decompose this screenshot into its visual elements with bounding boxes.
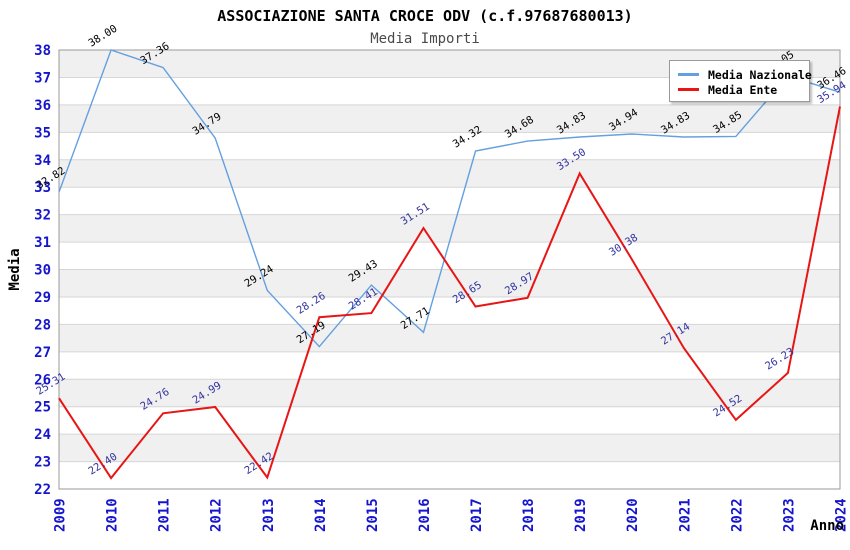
- grid-band: [59, 269, 840, 297]
- y-tick-label: 32: [34, 208, 51, 224]
- x-tick-label: 2021: [677, 498, 693, 532]
- y-tick-label: 27: [34, 345, 51, 361]
- x-tick-label: 2012: [209, 498, 225, 532]
- grid-band: [59, 324, 840, 352]
- x-tick-label: 2017: [469, 498, 485, 532]
- y-tick-label: 38: [34, 43, 51, 59]
- x-tick-label: 2009: [53, 498, 69, 532]
- y-tick-label: 30: [34, 263, 51, 279]
- grid-band: [59, 159, 840, 188]
- legend-label-nazionale: Media Nazionale: [708, 67, 812, 82]
- x-tick-label: 2018: [521, 498, 537, 532]
- y-tick-label: 34: [34, 153, 51, 169]
- series-line-nazionale: [58, 49, 841, 348]
- y-tick-label: 36: [34, 98, 51, 114]
- y-tick-label: 31: [34, 235, 51, 251]
- grid-band: [59, 104, 840, 133]
- chart-title: ASSOCIAZIONE SANTA CROCE ODV (c.f.976876…: [217, 7, 633, 25]
- x-tick-label: 2010: [105, 498, 121, 532]
- legend-item-nazionale: Media Nazionale: [678, 67, 812, 82]
- grid-band: [59, 214, 840, 243]
- nazionale-line-swatch: [678, 73, 699, 76]
- legend-item-ente: Media Ente: [678, 82, 801, 97]
- chart-subtitle: Media Importi: [370, 31, 480, 47]
- legend-box: Media Nazionale Media Ente: [669, 60, 812, 102]
- x-tick-label: 2013: [261, 498, 277, 532]
- x-tick-label: 2020: [625, 498, 641, 532]
- series-line-ente: [58, 106, 841, 480]
- y-tick-label: 22: [34, 482, 51, 498]
- y-tick-label: 37: [34, 70, 51, 86]
- y-tick-label: 25: [34, 400, 51, 416]
- y-axis-title: Media: [7, 248, 23, 290]
- y-tick-label: 29: [34, 290, 51, 306]
- y-tick-label: 28: [34, 317, 51, 333]
- x-tick-label: 2011: [157, 498, 173, 532]
- legend-label-ente: Media Ente: [708, 82, 778, 97]
- x-tick-label: 2014: [313, 498, 329, 532]
- x-tick-label: 2023: [781, 498, 797, 532]
- y-tick-label: 35: [34, 125, 51, 141]
- y-tick-label: 33: [34, 180, 51, 196]
- plot-border: [58, 49, 841, 490]
- x-tick-label: 2022: [729, 498, 745, 532]
- ente-line-swatch: [678, 88, 699, 91]
- x-tick-label: 2016: [417, 498, 433, 532]
- y-tick-label: 26: [34, 372, 51, 388]
- grid-band: [59, 434, 840, 462]
- y-tick-label: 24: [34, 427, 51, 443]
- chart-header: ASSOCIAZIONE SANTA CROCE ODV (c.f.976876…: [0, 0, 850, 47]
- x-axis-title: Anno: [810, 518, 844, 534]
- x-tick-label: 2015: [365, 498, 381, 532]
- x-tick-label: 2024: [834, 498, 850, 532]
- y-tick-label: 23: [34, 455, 51, 471]
- x-tick-label: 2019: [573, 498, 589, 532]
